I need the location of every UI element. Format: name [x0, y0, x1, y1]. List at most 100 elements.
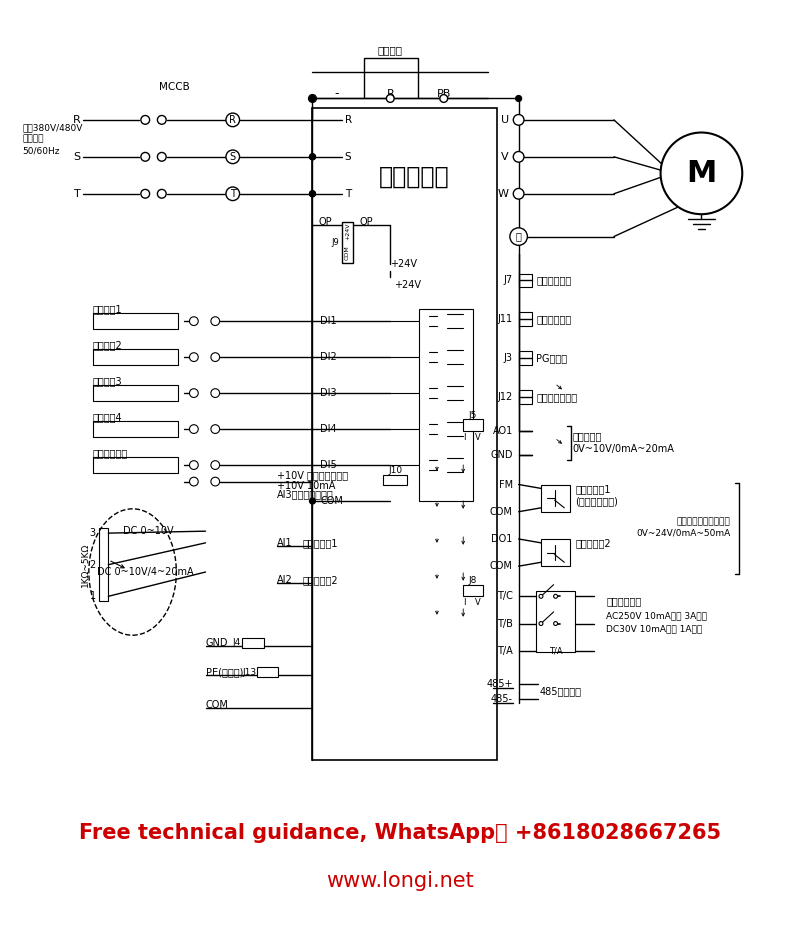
Text: J3: J3 [504, 353, 513, 363]
Text: AI2: AI2 [277, 574, 292, 585]
Text: DC 0~10V: DC 0~10V [123, 526, 174, 536]
Circle shape [554, 594, 558, 599]
Text: J13: J13 [242, 668, 257, 676]
Text: 2: 2 [90, 559, 96, 570]
Text: 高速脉冲输入: 高速脉冲输入 [93, 448, 128, 459]
Bar [313, 108, 498, 759]
Text: +24V: +24V [345, 223, 350, 240]
Circle shape [226, 113, 239, 127]
Text: S: S [230, 152, 236, 162]
Text: J11: J11 [498, 314, 513, 324]
Circle shape [309, 94, 316, 103]
Circle shape [158, 152, 166, 162]
Text: AC250V 10mA以上 3A以下: AC250V 10mA以上 3A以下 [606, 611, 707, 620]
Text: COM: COM [320, 496, 343, 506]
Text: -: - [334, 87, 339, 100]
Text: T: T [345, 189, 351, 199]
Circle shape [141, 152, 150, 162]
Text: PE(接机壳): PE(接机壳) [206, 667, 243, 677]
Text: R: R [74, 115, 81, 125]
Circle shape [310, 191, 315, 197]
Text: 开路集电极1: 开路集电极1 [575, 485, 610, 494]
Text: 多功能开路集电极输出: 多功能开路集电极输出 [677, 517, 730, 526]
Text: 牛角键盘接口: 牛角键盘接口 [536, 314, 571, 324]
Text: (高速脉冲输出): (高速脉冲输出) [575, 496, 618, 506]
Circle shape [440, 94, 448, 103]
Text: 1: 1 [90, 591, 96, 601]
Text: 数字输入1: 数字输入1 [93, 304, 122, 315]
Bar [541, 539, 570, 566]
Text: T/B: T/B [497, 618, 513, 629]
Circle shape [211, 389, 220, 398]
Bar [518, 390, 532, 403]
Text: MCCB: MCCB [159, 82, 190, 92]
Circle shape [516, 95, 522, 102]
Text: 1KΩ~5KΩ: 1KΩ~5KΩ [82, 543, 90, 587]
Text: DI2: DI2 [320, 352, 337, 362]
Circle shape [211, 353, 220, 361]
Text: 开路集电极2: 开路集电极2 [575, 538, 610, 548]
Text: J12: J12 [498, 392, 513, 402]
Bar [463, 419, 482, 431]
Text: T/A: T/A [549, 646, 562, 656]
Bar [536, 591, 575, 652]
Bar [93, 349, 178, 365]
Text: I: I [463, 599, 466, 607]
Text: DC 0~10V/4~20mA: DC 0~10V/4~20mA [97, 567, 194, 577]
Text: 三相380V/480V: 三相380V/480V [22, 123, 83, 132]
Text: 0V~24V/0mA~50mA: 0V~24V/0mA~50mA [636, 529, 730, 538]
Text: FM: FM [498, 479, 513, 489]
Text: U: U [501, 115, 509, 125]
Text: S: S [345, 152, 351, 162]
Circle shape [539, 594, 543, 599]
Text: 模拟量输入1: 模拟量输入1 [302, 538, 338, 548]
Bar [93, 386, 178, 401]
Circle shape [226, 150, 239, 163]
Text: J5: J5 [469, 411, 477, 420]
Text: DI4: DI4 [320, 424, 337, 434]
Text: V: V [475, 599, 481, 607]
Text: 模拟量输出: 模拟量输出 [572, 431, 602, 441]
Text: 数字输入3: 数字输入3 [93, 376, 122, 387]
Text: V: V [475, 433, 481, 442]
Bar [518, 351, 532, 365]
Text: PG卡接口: PG卡接口 [536, 353, 567, 363]
Text: 485-: 485- [490, 694, 513, 704]
Text: T/A: T/A [497, 645, 513, 656]
Circle shape [158, 116, 166, 124]
Text: T: T [74, 189, 81, 199]
Bar [93, 458, 178, 473]
Circle shape [310, 191, 315, 197]
Text: GND: GND [206, 638, 228, 648]
Text: OP: OP [359, 217, 373, 227]
Text: +10V 频率设定用电源: +10V 频率设定用电源 [277, 470, 348, 480]
Text: AO1: AO1 [493, 426, 513, 436]
Circle shape [310, 154, 315, 160]
Circle shape [510, 228, 527, 246]
Text: Free technical guidance, WhatsApp： +8618028667265: Free technical guidance, WhatsApp： +8618… [79, 823, 721, 842]
Text: 水晶键盘接口: 水晶键盘接口 [536, 276, 571, 285]
Text: 0V~10V/0mA~20mA: 0V~10V/0mA~20mA [572, 444, 674, 454]
Bar [463, 585, 482, 596]
Text: 模拟量输入2: 模拟量输入2 [302, 574, 338, 585]
Text: M: M [686, 159, 717, 188]
Text: 数字输入4: 数字输入4 [93, 413, 122, 422]
Bar [518, 274, 532, 287]
Circle shape [539, 622, 543, 626]
Text: COM: COM [345, 246, 350, 261]
Circle shape [310, 95, 315, 102]
Bar [364, 58, 418, 72]
Circle shape [211, 477, 220, 486]
Text: +24V: +24V [390, 259, 418, 269]
Bar [93, 421, 178, 437]
Circle shape [211, 317, 220, 326]
Text: ⏚: ⏚ [516, 232, 522, 242]
Text: DC30V 10mA以上 1A以下: DC30V 10mA以上 1A以下 [606, 624, 702, 633]
Text: J9: J9 [331, 238, 338, 247]
Bar [541, 485, 570, 512]
Text: T/C: T/C [497, 591, 513, 601]
Text: 输入电源: 输入电源 [22, 134, 44, 144]
Circle shape [310, 498, 315, 504]
Circle shape [190, 389, 198, 398]
Text: J7: J7 [504, 276, 513, 285]
